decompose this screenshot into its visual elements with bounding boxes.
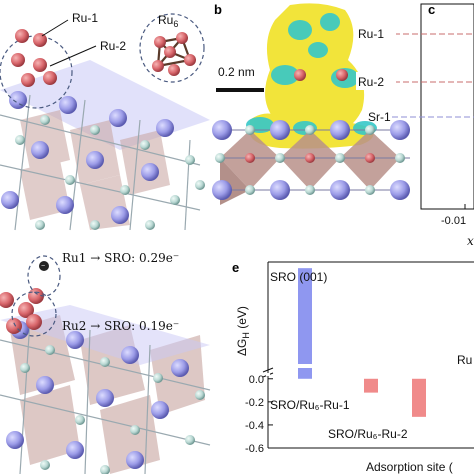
bars — [298, 268, 426, 417]
panel-c-axes — [420, 3, 474, 210]
y-ticks: 0.0 -0.2 -0.4 -0.6 — [245, 374, 273, 455]
ru6-atoms — [152, 32, 196, 76]
ru6-label: Ru6 — [158, 13, 178, 29]
ru2-pointer — [49, 45, 97, 67]
slab-o-atoms — [215, 125, 405, 195]
bar-label-ru2: SRO/Ru₆-Ru-2 — [328, 427, 408, 441]
label-c-ru-2: Ru-2 — [358, 75, 384, 89]
y-tick-label: -0.2 — [245, 397, 264, 409]
charge-depletion — [246, 13, 377, 135]
lattice-bonds — [0, 94, 201, 231]
ru-atoms-b — [294, 69, 348, 81]
panel-c-letter: c — [428, 2, 435, 17]
panel-b-letter: b — [214, 2, 222, 17]
surface-plane-d — [0, 305, 210, 365]
transfer-ru1: Ru1 → SRO: 0.29e⁻ — [62, 251, 179, 265]
ru1-pointer — [41, 19, 69, 37]
slab-sr-atoms — [212, 120, 410, 200]
panel-e: e ΔGH (eV) 0.0 -0.2 -0.4 -0.6 SRO (001) SRO… — [232, 260, 474, 474]
axis-break-gap — [266, 373, 270, 376]
label-c-sr-1: Sr-1 — [368, 110, 391, 124]
bar-label-ru1: SRO/Ru₆-Ru-1 — [270, 398, 350, 412]
ru-level-lines — [394, 33, 474, 83]
bar-label-sro: SRO (001) — [270, 270, 327, 284]
y-tick-label: 0.0 — [249, 374, 264, 386]
right-fragment: Ru — [457, 353, 472, 367]
charge-accumulation — [265, 3, 365, 139]
y-axis-label: ΔGH (eV) — [235, 306, 251, 356]
scale-bar-label: 0.2 nm — [218, 65, 255, 79]
bar-0-lower — [298, 368, 312, 379]
o-atoms-d — [20, 345, 205, 474]
electron-symbol: − — [41, 263, 45, 270]
label-ru-1: Ru-1 — [72, 11, 98, 25]
o-atoms — [15, 115, 205, 230]
x-axis-label-fragment: x — [467, 234, 474, 248]
label-bg — [356, 72, 396, 90]
transfer-ru2: Ru2 → SRO: 0.19e⁻ — [62, 319, 179, 333]
scale-bar — [216, 88, 264, 92]
panel-e-letter: e — [232, 260, 239, 275]
y-tick-label: -0.6 — [245, 443, 264, 455]
ru-cluster-outline-d — [11, 291, 57, 337]
bar-2 — [412, 378, 426, 417]
label-ru-2: Ru-2 — [100, 39, 126, 53]
electron-loop — [27, 255, 61, 297]
panel-b: b 0.2 nm — [212, 2, 410, 205]
panel-c: c Ru-1 Ru-2 Sr-1 -0.01 x — [356, 2, 474, 248]
x-axis-label: Adsorption site ( — [366, 460, 453, 474]
lattice-bonds-d — [0, 319, 211, 474]
sr-atoms — [1, 91, 174, 224]
electron-icon — [39, 261, 49, 271]
octahedra — [20, 110, 170, 230]
panel-a: Ru-1 Ru-2 Ru6 — [0, 0, 210, 231]
x-tick-label: -0.01 — [441, 215, 466, 227]
bar-1 — [364, 378, 378, 393]
ru-atoms-d — [0, 288, 44, 334]
ru-cluster-atoms — [11, 29, 57, 87]
panel-d: − Ru1 → SRO: 0.29e⁻ Ru2 → SRO: 0.19e⁻ — [0, 251, 211, 474]
label-bg — [356, 24, 396, 42]
y-tick-label: -0.4 — [245, 420, 264, 432]
bar-0-upper — [298, 268, 312, 364]
label-c-ru-1: Ru-1 — [358, 27, 384, 41]
